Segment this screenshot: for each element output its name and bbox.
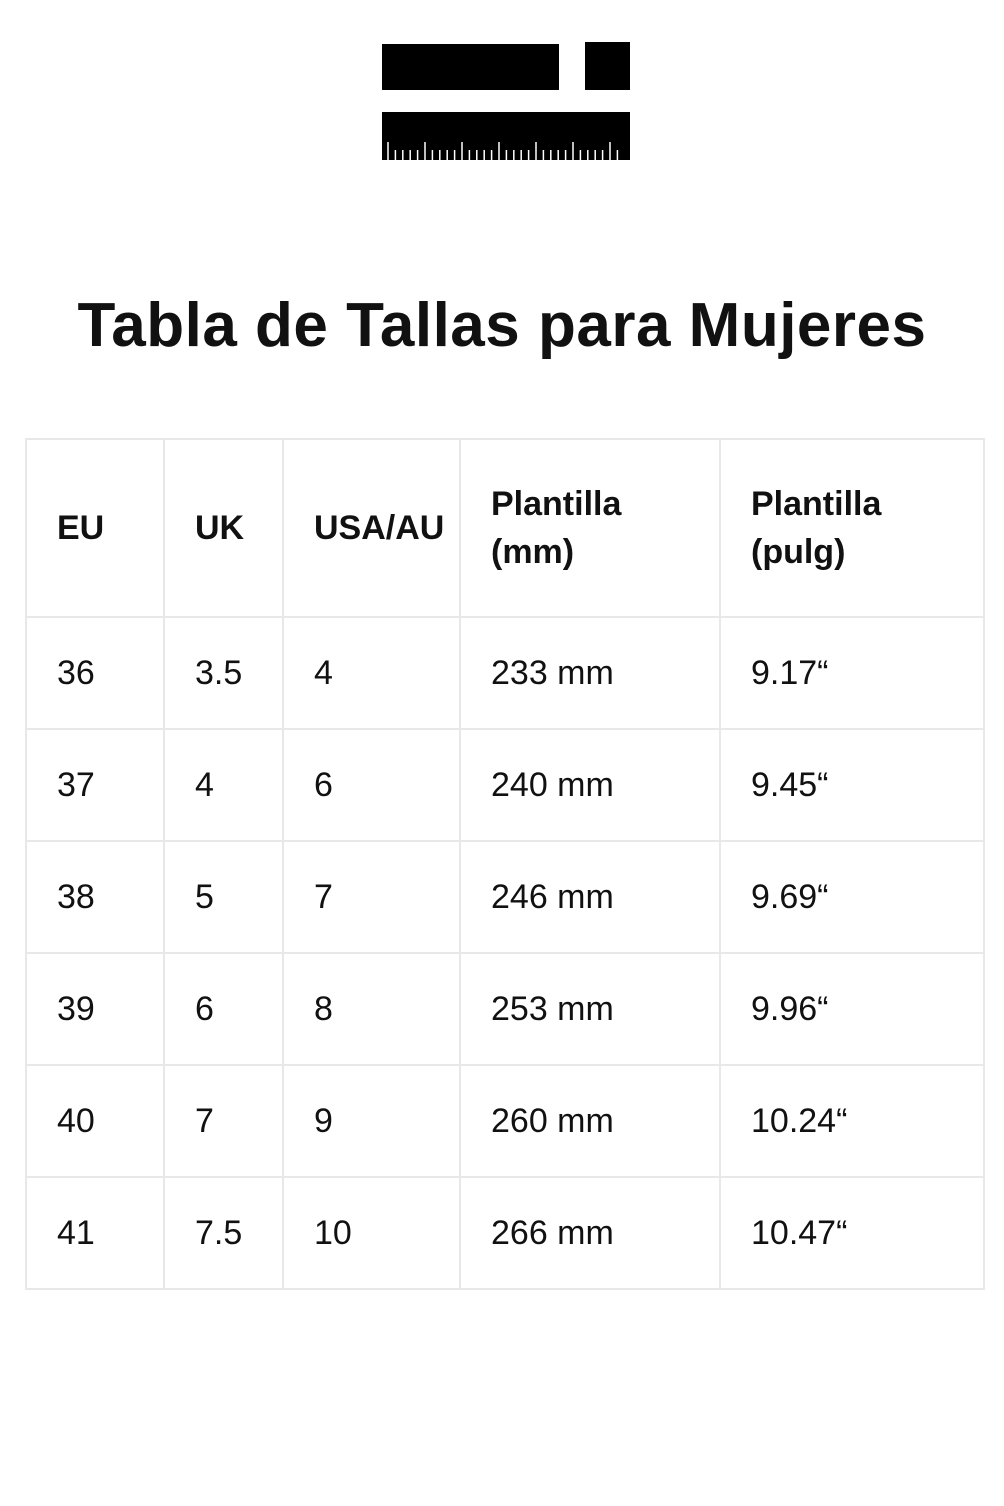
- table-row: 37 4 6 240 mm 9.45“: [25, 728, 985, 842]
- column-header: EU: [25, 438, 165, 618]
- table-row: 38 5 7 246 mm 9.69“: [25, 840, 985, 954]
- table-cell: 9.96“: [719, 952, 985, 1066]
- table-row: 36 3.5 4 233 mm 9.17“: [25, 616, 985, 730]
- table-row: 39 6 8 253 mm 9.96“: [25, 952, 985, 1066]
- table-cell: 10.24“: [719, 1064, 985, 1178]
- table-cell: 5: [163, 840, 284, 954]
- title: Tabla de Tallas para Mujeres: [77, 291, 927, 360]
- table-cell: 38: [25, 840, 165, 954]
- table-cell: 10: [282, 1176, 461, 1290]
- table-cell: 4: [163, 728, 284, 842]
- header-row: EU UK USA/AU Plantilla (mm) Plantilla (pulg): [25, 438, 985, 618]
- table-cell: 9.17“: [719, 616, 985, 730]
- size-table: EU UK USA/AU Plantilla (mm) Plantilla (pulg)…: [25, 438, 985, 1290]
- table-cell: 36: [25, 616, 165, 730]
- table-row: 40 7 9 260 mm 10.24“: [25, 1064, 985, 1178]
- table-cell: 233 mm: [459, 616, 721, 730]
- table-cell: 3.5: [163, 616, 284, 730]
- table-cell: 240 mm: [459, 728, 721, 842]
- table-cell: 39: [25, 952, 165, 1066]
- logo: [382, 42, 630, 160]
- column-header: UK: [163, 438, 284, 618]
- table-cell: 9.69“: [719, 840, 985, 954]
- table-cell: 260 mm: [459, 1064, 721, 1178]
- column-header: Plantilla (pulg): [719, 438, 985, 618]
- table-cell: 6: [163, 952, 284, 1066]
- table-cell: 246 mm: [459, 840, 721, 954]
- table-cell: 41: [25, 1176, 165, 1290]
- table-cell: 40: [25, 1064, 165, 1178]
- column-header: Plantilla (mm): [459, 438, 721, 618]
- table-cell: 10.47“: [719, 1176, 985, 1290]
- table-cell: 6: [282, 728, 461, 842]
- table-cell: 253 mm: [459, 952, 721, 1066]
- column-header: USA/AU: [282, 438, 461, 618]
- table-cell: 37: [25, 728, 165, 842]
- table-cell: 4: [282, 616, 461, 730]
- table-cell: 8: [282, 952, 461, 1066]
- table-cell: 7: [163, 1064, 284, 1178]
- table-cell: 7.5: [163, 1176, 284, 1290]
- table-cell: 266 mm: [459, 1176, 721, 1290]
- table-cell: 9: [282, 1064, 461, 1178]
- table-row: 41 7.5 10 266 mm 10.47“: [25, 1176, 985, 1290]
- table-cell: 7: [282, 840, 461, 954]
- table-cell: 9.45“: [719, 728, 985, 842]
